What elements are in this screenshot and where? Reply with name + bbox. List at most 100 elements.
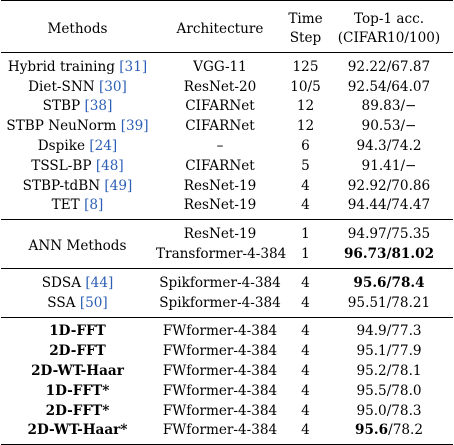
architecture-cell: ResNet-19 xyxy=(183,177,257,194)
citation-link[interactable]: [44] xyxy=(85,274,114,291)
method-cell: TET [8] xyxy=(1,196,154,220)
table-row: 1D-FFT* FWformer-4-384 4 95.5/78.0 xyxy=(1,381,453,401)
citation-link[interactable]: [31] xyxy=(119,58,148,75)
citation-link[interactable]: [38] xyxy=(84,98,113,115)
accuracy-value: 95.51/78.21 xyxy=(347,294,431,311)
citation-link[interactable]: [30] xyxy=(98,78,127,95)
method-cell: 2D-WT-Haar* xyxy=(1,420,154,445)
accuracy-cell: 91.41/− xyxy=(361,157,417,174)
time-step-cell: 4 xyxy=(301,382,310,399)
accuracy-cell: 90.53/− xyxy=(361,118,417,135)
table-row: STBP NeuNorm [39] CIFARNet 12 90.53/− xyxy=(1,116,453,136)
architecture-cell: ResNet-20 xyxy=(183,78,257,95)
time-step-cell: 4 xyxy=(286,420,325,445)
architecture-cell: FWformer-4-384 xyxy=(154,420,286,445)
time-step-cell: 1 xyxy=(286,219,325,245)
method-cell: 2D-WT-Haar xyxy=(31,363,124,380)
accuracy-value: /78.2 xyxy=(388,422,423,439)
method-name: STBP NeuNorm xyxy=(6,118,121,135)
method-name: Diet-SNN xyxy=(28,78,99,95)
ann-methods-label: ANN Methods xyxy=(1,219,154,269)
accuracy-cell: 94.44/74.47 xyxy=(347,197,431,214)
accuracy-cell: 92.22/67.87 xyxy=(325,51,453,77)
accuracy-cell: 92.92/70.86 xyxy=(347,177,431,194)
method-cell: Dspike [24] xyxy=(1,136,154,156)
accuracy-bold: 95.6/78.4 xyxy=(353,274,425,291)
method-name: SSA xyxy=(47,294,80,311)
method-cell: STBP-tdBN [49] xyxy=(1,176,154,196)
accuracy-cell: 95.5/78.0 xyxy=(325,381,453,401)
architecture-cell: – xyxy=(216,138,224,155)
method-cell: TSSL-BP [48] xyxy=(1,156,154,176)
accuracy-value: 95.2/78.1 xyxy=(356,363,422,380)
accuracy-cell: 95.2/78.1 xyxy=(325,361,453,381)
accuracy-cell: 94.3/74.2 xyxy=(356,138,422,155)
table-row: 2D-WT-Haar FWformer-4-384 4 95.2/78.1 xyxy=(1,361,453,381)
method-cell: 2D-FFT* xyxy=(45,402,110,419)
accuracy-cell: 92.54/64.07 xyxy=(347,78,431,95)
table-row: STBP [38] CIFARNet 12 89.83/− xyxy=(1,97,453,117)
ann-methods-section: ANN Methods ResNet-19 1 94.97/75.35 Transfor… xyxy=(1,219,453,269)
accuracy-value: 94.9/77.3 xyxy=(356,323,422,340)
accuracy-cell: 95.6/78.4 xyxy=(325,267,453,293)
citation-link[interactable]: [49] xyxy=(104,177,133,194)
architecture-cell: CIFARNet xyxy=(185,118,255,135)
citation-link[interactable]: [39] xyxy=(120,118,149,135)
architecture-cell: FWformer-4-384 xyxy=(162,382,278,399)
time-step-cell: 6 xyxy=(301,138,310,155)
method-cell: SSA [50] xyxy=(1,293,154,317)
table-row: SDSA [44] Spikformer-4-384 4 95.6/78.4 xyxy=(1,267,453,293)
accuracy-cell: 95.6/78.2 xyxy=(325,420,453,445)
table-row: Diet-SNN [30] ResNet-20 10/5 92.54/64.07 xyxy=(1,77,453,97)
accuracy-value: 95.0/78.3 xyxy=(356,402,422,419)
time-step-cell: 12 xyxy=(296,118,315,135)
snn-methods-section: Hybrid training [31] VGG-11 125 92.22/67.87… xyxy=(1,51,453,220)
citation-link[interactable]: [8] xyxy=(84,197,104,214)
time-step-cell: 125 xyxy=(286,51,325,77)
header-row: Methods Architecture Time Step Top-1 acc… xyxy=(1,0,453,53)
table-row: STBP-tdBN [49] ResNet-19 4 92.92/70.86 xyxy=(1,176,453,196)
table-row: TSSL-BP [48] CIFARNet 5 91.41/− xyxy=(1,156,453,176)
method-cell: SDSA [44] xyxy=(1,267,154,293)
time-step-cell: 4 xyxy=(286,267,325,293)
table-row: Dspike [24] – 6 94.3/74.2 xyxy=(1,136,453,156)
accuracy-cell: 95.51/78.21 xyxy=(325,293,453,317)
accuracy-cell: 95.0/78.3 xyxy=(325,401,453,421)
header-methods: Methods xyxy=(1,0,154,53)
method-cell: 1D-FFT* xyxy=(45,382,110,399)
table-row: 1D-FFT FWformer-4-384 4 94.9/77.3 xyxy=(1,316,453,342)
time-step-cell: 4 xyxy=(301,402,310,419)
architecture-cell: FWformer-4-384 xyxy=(154,316,286,342)
method-cell: STBP NeuNorm [39] xyxy=(1,116,154,136)
method-name: STBP-tdBN xyxy=(22,177,105,194)
table-row: TET [8] ResNet-19 4 94.44/74.47 xyxy=(1,196,453,220)
header-accuracy-line2: (CIFAR10/100) xyxy=(337,30,441,46)
method-name: TSSL-BP xyxy=(31,157,96,174)
architecture-cell: CIFARNet xyxy=(185,98,255,115)
architecture-cell: Transformer-4-384 xyxy=(156,246,287,263)
header-time-step: Time Step xyxy=(286,0,325,53)
method-cell: STBP [38] xyxy=(1,97,154,117)
citation-link[interactable]: [50] xyxy=(79,294,108,311)
citation-link[interactable]: [48] xyxy=(95,157,124,174)
accuracy-value: 95.5/78.0 xyxy=(356,382,422,399)
time-step-cell: 4 xyxy=(301,294,310,311)
accuracy-cell: 95.1/77.9 xyxy=(325,341,453,361)
architecture-cell: CIFARNet xyxy=(185,157,255,174)
citation-link[interactable]: [24] xyxy=(89,138,118,155)
time-step-cell: 4 xyxy=(301,363,310,380)
accuracy-cell: 94.97/75.35 xyxy=(325,219,453,245)
header-architecture: Architecture xyxy=(154,0,286,53)
method-name: Dspike xyxy=(37,138,90,155)
attention-methods-section: SDSA [44] Spikformer-4-384 4 95.6/78.4 SSA [… xyxy=(1,267,453,317)
table-row: Hybrid training [31] VGG-11 125 92.22/67.87 xyxy=(1,51,453,77)
header-accuracy: Top-1 acc. (CIFAR10/100) xyxy=(325,0,453,53)
time-step-cell: 1 xyxy=(301,246,310,263)
architecture-cell: FWformer-4-384 xyxy=(162,363,278,380)
method-name: Hybrid training xyxy=(7,58,120,75)
accuracy-bold: 95.6 xyxy=(355,422,389,439)
time-step-cell: 12 xyxy=(296,98,315,115)
architecture-cell: FWformer-4-384 xyxy=(162,402,278,419)
architecture-cell: Spikformer-4-384 xyxy=(159,294,281,311)
